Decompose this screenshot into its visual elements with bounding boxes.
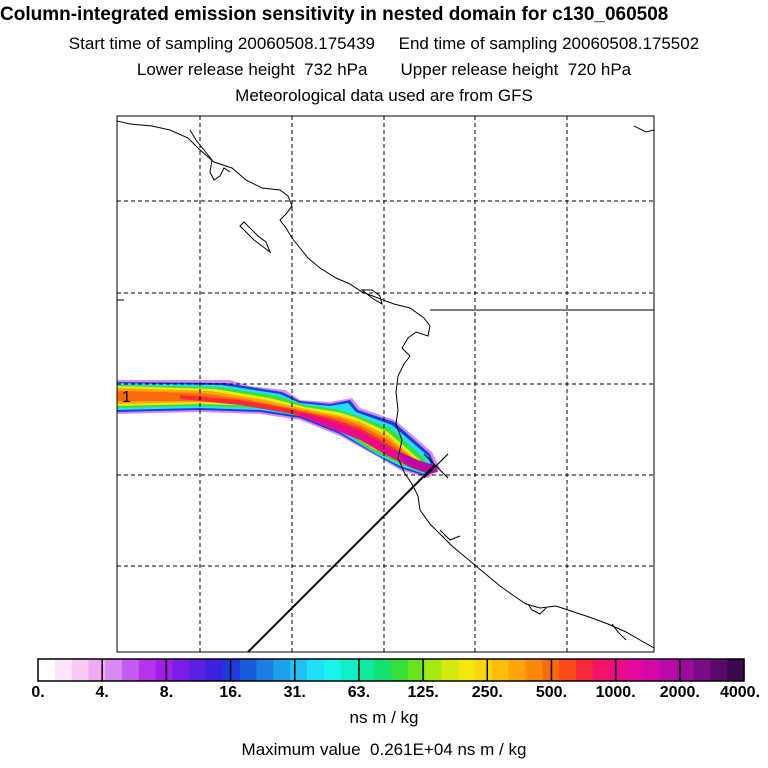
sampling-times-line: Start time of sampling 20060508.175439 E…	[68, 34, 700, 53]
map-title: Column-integrated emission sensitivity i…	[0, 4, 669, 25]
maximum-value-text: Maximum value 0.261E+04 ns m / kg	[241, 740, 527, 759]
coastlines	[117, 120, 654, 649]
plume-footprint	[117, 380, 440, 478]
met-data-line: Meteorological data used are from GFS	[235, 86, 533, 105]
flight-track-line	[247, 464, 436, 652]
release-x-marker	[423, 453, 449, 479]
map-frame	[116, 115, 655, 653]
release-heights-line: Lower release height 732 hPa Upper relea…	[136, 60, 632, 79]
graticule	[117, 116, 654, 652]
plume-label: 1	[122, 389, 131, 406]
colorbar-units: ns m / kg	[349, 708, 419, 727]
map-area: 1	[117, 116, 654, 652]
